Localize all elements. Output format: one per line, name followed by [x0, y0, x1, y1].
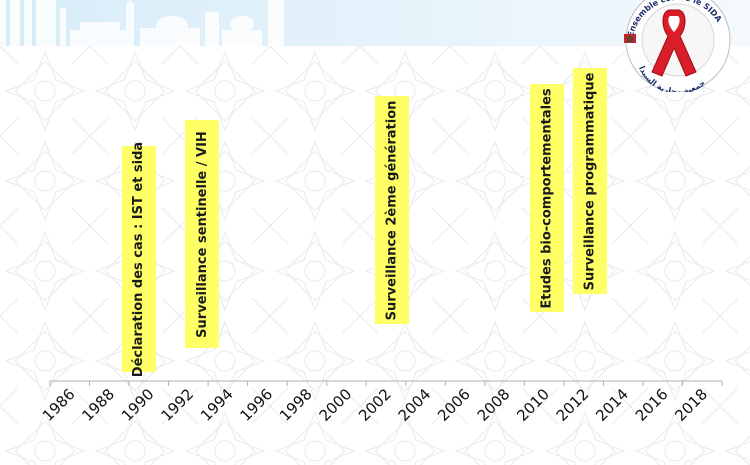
skyline-illustration — [0, 0, 284, 46]
timeline-axis: 1986 1988 1990 1992 1994 1996 1998 2000 2002 2004… — [39, 380, 723, 425]
event-label: Surveillance programmatique — [582, 72, 598, 290]
event-label: Etudes bio-comportementales — [539, 87, 555, 309]
red-ribbon-icon — [651, 9, 697, 77]
year-label: 2018 — [671, 385, 711, 425]
event-etudes-bio-comportementales: Etudes bio-comportementales — [530, 84, 564, 312]
year-label: 1994 — [197, 385, 237, 425]
year-label: 1988 — [78, 385, 118, 425]
year-label: 1996 — [237, 385, 277, 425]
year-label: 2004 — [395, 385, 435, 425]
year-label: 2006 — [434, 385, 474, 425]
year-label: 2008 — [474, 385, 514, 425]
year-label: 2002 — [355, 385, 395, 425]
event-surveillance-sentinelle: Surveillance sentinelle / VIH — [185, 120, 219, 348]
event-declaration-cas: Déclaration des cas : IST et sida — [122, 141, 156, 377]
event-surveillance-2eme-generation: Surveillance 2ème génération — [375, 96, 409, 324]
header-banner — [0, 0, 750, 46]
event-label: Surveillance 2ème génération — [384, 100, 400, 320]
year-label: 2000 — [316, 385, 356, 425]
year-label: 2014 — [592, 385, 632, 425]
flag-icon — [624, 34, 636, 43]
year-label: 1998 — [276, 385, 316, 425]
year-label: 1992 — [157, 385, 197, 425]
year-label: 2012 — [553, 385, 593, 425]
event-surveillance-programmatique: Surveillance programmatique — [573, 68, 607, 294]
event-label: Déclaration des cas : IST et sida — [131, 141, 147, 377]
year-label: 1990 — [118, 385, 158, 425]
event-label: Surveillance sentinelle / VIH — [194, 130, 210, 338]
year-label: 2010 — [513, 385, 553, 425]
year-label: 1986 — [39, 385, 79, 425]
association-logo: Ensemble contre le SIDA جمعية محاربة الس… — [624, 0, 731, 92]
year-label: 2016 — [632, 385, 672, 425]
